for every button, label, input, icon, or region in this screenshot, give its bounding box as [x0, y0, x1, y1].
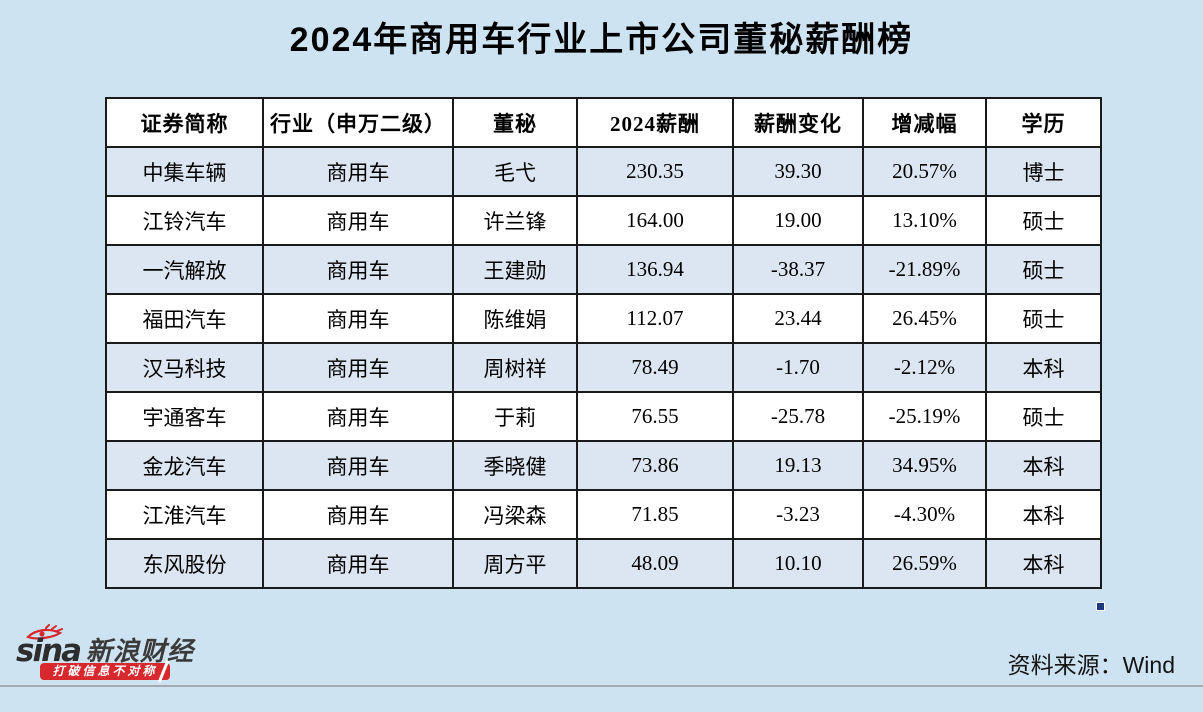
table-cell: -1.70 — [732, 342, 864, 393]
table-row: 中集车辆 商用车 毛弋 230.35 39.30 20.57% 博士 — [105, 146, 1102, 197]
table-row: 江铃汽车 商用车 许兰锋 164.00 19.00 13.10% 硕士 — [105, 195, 1102, 246]
table-cell: 周方平 — [452, 538, 578, 589]
sina-finance-logo: sina 新浪财经 打破信息不对称 — [10, 624, 230, 684]
table-cell: 商用车 — [262, 440, 454, 491]
table-cell: 毛弋 — [452, 146, 578, 197]
table-cell: 本科 — [985, 440, 1102, 491]
table-cell: -3.23 — [732, 489, 864, 540]
table-cell: 江铃汽车 — [105, 195, 264, 246]
sina-slogan-text: 打破信息不对称 — [52, 664, 158, 678]
table-cell: 冯梁森 — [452, 489, 578, 540]
table-cell: 商用车 — [262, 244, 454, 295]
table-cell: 164.00 — [576, 195, 734, 246]
table-cell: 商用车 — [262, 195, 454, 246]
column-header: 增减幅 — [862, 97, 987, 148]
table-cell: 商用车 — [262, 538, 454, 589]
table-cell: -25.19% — [862, 391, 987, 442]
footer-divider — [0, 685, 1203, 687]
sina-slogan-badge: 打破信息不对称 — [40, 660, 170, 683]
table-cell: 硕士 — [985, 244, 1102, 295]
table-cell: 一汽解放 — [105, 244, 264, 295]
table-cell: 周树祥 — [452, 342, 578, 393]
table-cell: -25.78 — [732, 391, 864, 442]
table-cell: 硕士 — [985, 195, 1102, 246]
column-header: 薪酬变化 — [732, 97, 864, 148]
table-cell: 福田汽车 — [105, 293, 264, 344]
column-header: 行业（申万二级） — [262, 97, 454, 148]
table-cell: 宇通客车 — [105, 391, 264, 442]
table-cell: 20.57% — [862, 146, 987, 197]
table-row: 汉马科技 商用车 周树祥 78.49 -1.70 -2.12% 本科 — [105, 342, 1102, 393]
table-cell: 金龙汽车 — [105, 440, 264, 491]
table-cell: 10.10 — [732, 538, 864, 589]
table-cell: 许兰锋 — [452, 195, 578, 246]
table-cell: 13.10% — [862, 195, 987, 246]
table-cell: 23.44 — [732, 293, 864, 344]
table-cell: 硕士 — [985, 391, 1102, 442]
table-cell: 中集车辆 — [105, 146, 264, 197]
data-source-note: 资料来源：Wind — [1007, 652, 1175, 678]
salary-table: 证券简称 行业（申万二级） 董秘 2024薪酬 薪酬变化 增减幅 学历 中集车辆 商用车 毛弋 2… — [105, 97, 1102, 589]
table-cell: 78.49 — [576, 342, 734, 393]
page-title: 2024年商用车行业上市公司董秘薪酬榜 — [289, 21, 914, 59]
table-cell: 26.45% — [862, 293, 987, 344]
table-cell: 76.55 — [576, 391, 734, 442]
table-cell: 汉马科技 — [105, 342, 264, 393]
table-cell: 本科 — [985, 342, 1102, 393]
table-row: 福田汽车 商用车 陈维娟 112.07 23.44 26.45% 硕士 — [105, 293, 1102, 344]
table-cell: 江淮汽车 — [105, 489, 264, 540]
table-cell: 东风股份 — [105, 538, 264, 589]
table-header-row: 证券简称 行业（申万二级） 董秘 2024薪酬 薪酬变化 增减幅 学历 — [105, 97, 1102, 148]
table-cell: -4.30% — [862, 489, 987, 540]
table-body: 中集车辆 商用车 毛弋 230.35 39.30 20.57% 博士 江铃汽车 商用车 许兰锋 16… — [105, 146, 1102, 589]
table-cell: 112.07 — [576, 293, 734, 344]
table-row: 宇通客车 商用车 于莉 76.55 -25.78 -25.19% 硕士 — [105, 391, 1102, 442]
table-cell: 230.35 — [576, 146, 734, 197]
column-header: 证券简称 — [105, 97, 264, 148]
selection-fill-handle[interactable] — [1096, 602, 1105, 611]
table-cell: 48.09 — [576, 538, 734, 589]
table-cell: 王建勋 — [452, 244, 578, 295]
sina-eye-icon — [26, 624, 63, 640]
column-header: 学历 — [985, 97, 1102, 148]
table-cell: 19.13 — [732, 440, 864, 491]
table-cell: 71.85 — [576, 489, 734, 540]
table-cell: 本科 — [985, 538, 1102, 589]
table-cell: 34.95% — [862, 440, 987, 491]
table-cell: 39.30 — [732, 146, 864, 197]
table-cell: 陈维娟 — [452, 293, 578, 344]
table-row: 江淮汽车 商用车 冯梁森 71.85 -3.23 -4.30% 本科 — [105, 489, 1102, 540]
column-header: 2024薪酬 — [576, 97, 734, 148]
table-cell: -38.37 — [732, 244, 864, 295]
table-cell: 136.94 — [576, 244, 734, 295]
table-cell: 于莉 — [452, 391, 578, 442]
table-row: 一汽解放 商用车 王建勋 136.94 -38.37 -21.89% 硕士 — [105, 244, 1102, 295]
table-cell: 商用车 — [262, 146, 454, 197]
table-cell: 硕士 — [985, 293, 1102, 344]
slogan-slash-decoration — [157, 660, 170, 683]
table-cell: 26.59% — [862, 538, 987, 589]
table-cell: 19.00 — [732, 195, 864, 246]
table-cell: 季晓健 — [452, 440, 578, 491]
sina-logo-text: sina — [16, 633, 82, 669]
table-cell: 商用车 — [262, 391, 454, 442]
table-cell: 商用车 — [262, 342, 454, 393]
table-cell: 本科 — [985, 489, 1102, 540]
table-cell: -21.89% — [862, 244, 987, 295]
table-cell: 商用车 — [262, 293, 454, 344]
sina-brand-text: 新浪财经 — [86, 637, 195, 666]
column-header: 董秘 — [452, 97, 578, 148]
table-row: 东风股份 商用车 周方平 48.09 10.10 26.59% 本科 — [105, 538, 1102, 589]
table-cell: -2.12% — [862, 342, 987, 393]
table-cell: 73.86 — [576, 440, 734, 491]
table-cell: 商用车 — [262, 489, 454, 540]
table-cell: 博士 — [985, 146, 1102, 197]
table-row: 金龙汽车 商用车 季晓健 73.86 19.13 34.95% 本科 — [105, 440, 1102, 491]
